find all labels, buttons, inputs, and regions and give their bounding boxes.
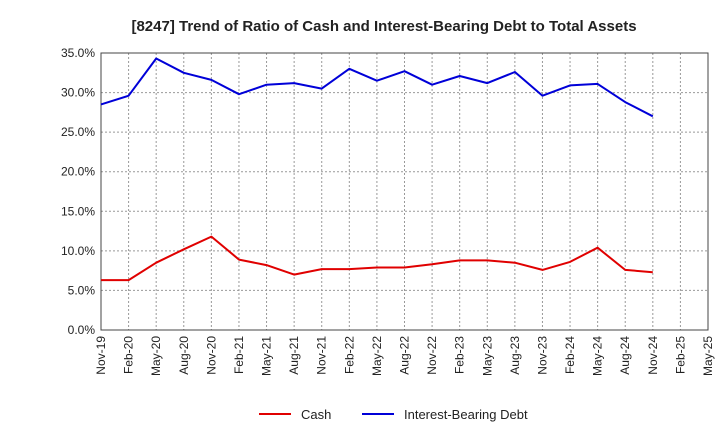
x-tick-label: Nov-23 bbox=[535, 336, 549, 375]
x-tick-label: Nov-19 bbox=[94, 336, 108, 375]
x-tick-label: Aug-23 bbox=[508, 336, 522, 375]
x-tick-label: May-24 bbox=[591, 336, 605, 376]
y-tick-label: 20.0% bbox=[61, 165, 95, 179]
x-tick-label: May-21 bbox=[260, 336, 274, 376]
x-tick-label: Feb-21 bbox=[232, 336, 246, 374]
x-tick-label: Aug-22 bbox=[398, 336, 412, 375]
x-tick-label: Aug-21 bbox=[287, 336, 301, 375]
y-tick-label: 10.0% bbox=[61, 244, 95, 258]
x-tick-label: May-22 bbox=[370, 336, 384, 376]
legend-label: Cash bbox=[301, 407, 331, 422]
x-tick-label: May-23 bbox=[480, 336, 494, 376]
x-tick-label: Nov-22 bbox=[425, 336, 439, 375]
y-tick-label: 35.0% bbox=[61, 46, 95, 60]
y-tick-label: 5.0% bbox=[68, 283, 96, 297]
y-tick-label: 30.0% bbox=[61, 86, 95, 100]
series-line-interest-bearing-debt bbox=[101, 59, 653, 117]
legend-label: Interest-Bearing Debt bbox=[404, 407, 528, 422]
x-tick-label: Aug-24 bbox=[618, 336, 632, 375]
y-tick-label: 15.0% bbox=[61, 204, 95, 218]
y-tick-label: 0.0% bbox=[68, 323, 96, 337]
chart-title: [8247] Trend of Ratio of Cash and Intere… bbox=[131, 18, 636, 35]
legend: Cash Interest-Bearing Debt bbox=[259, 407, 528, 422]
x-tick-label: Aug-20 bbox=[177, 336, 191, 375]
x-tick-label: Feb-25 bbox=[673, 336, 687, 374]
x-tick-label: Nov-20 bbox=[204, 336, 218, 375]
x-tick-label: May-25 bbox=[701, 336, 715, 376]
y-tick-label: 25.0% bbox=[61, 125, 95, 139]
x-tick-label: May-20 bbox=[149, 336, 163, 376]
x-tick-label: Nov-21 bbox=[315, 336, 329, 375]
x-tick-label: Feb-24 bbox=[563, 336, 577, 374]
x-tick-label: Feb-20 bbox=[122, 336, 136, 374]
x-tick-label: Nov-24 bbox=[646, 336, 660, 375]
grid-layer bbox=[101, 53, 708, 330]
x-tick-label: Feb-22 bbox=[342, 336, 356, 374]
x-tick-label: Feb-23 bbox=[453, 336, 467, 374]
